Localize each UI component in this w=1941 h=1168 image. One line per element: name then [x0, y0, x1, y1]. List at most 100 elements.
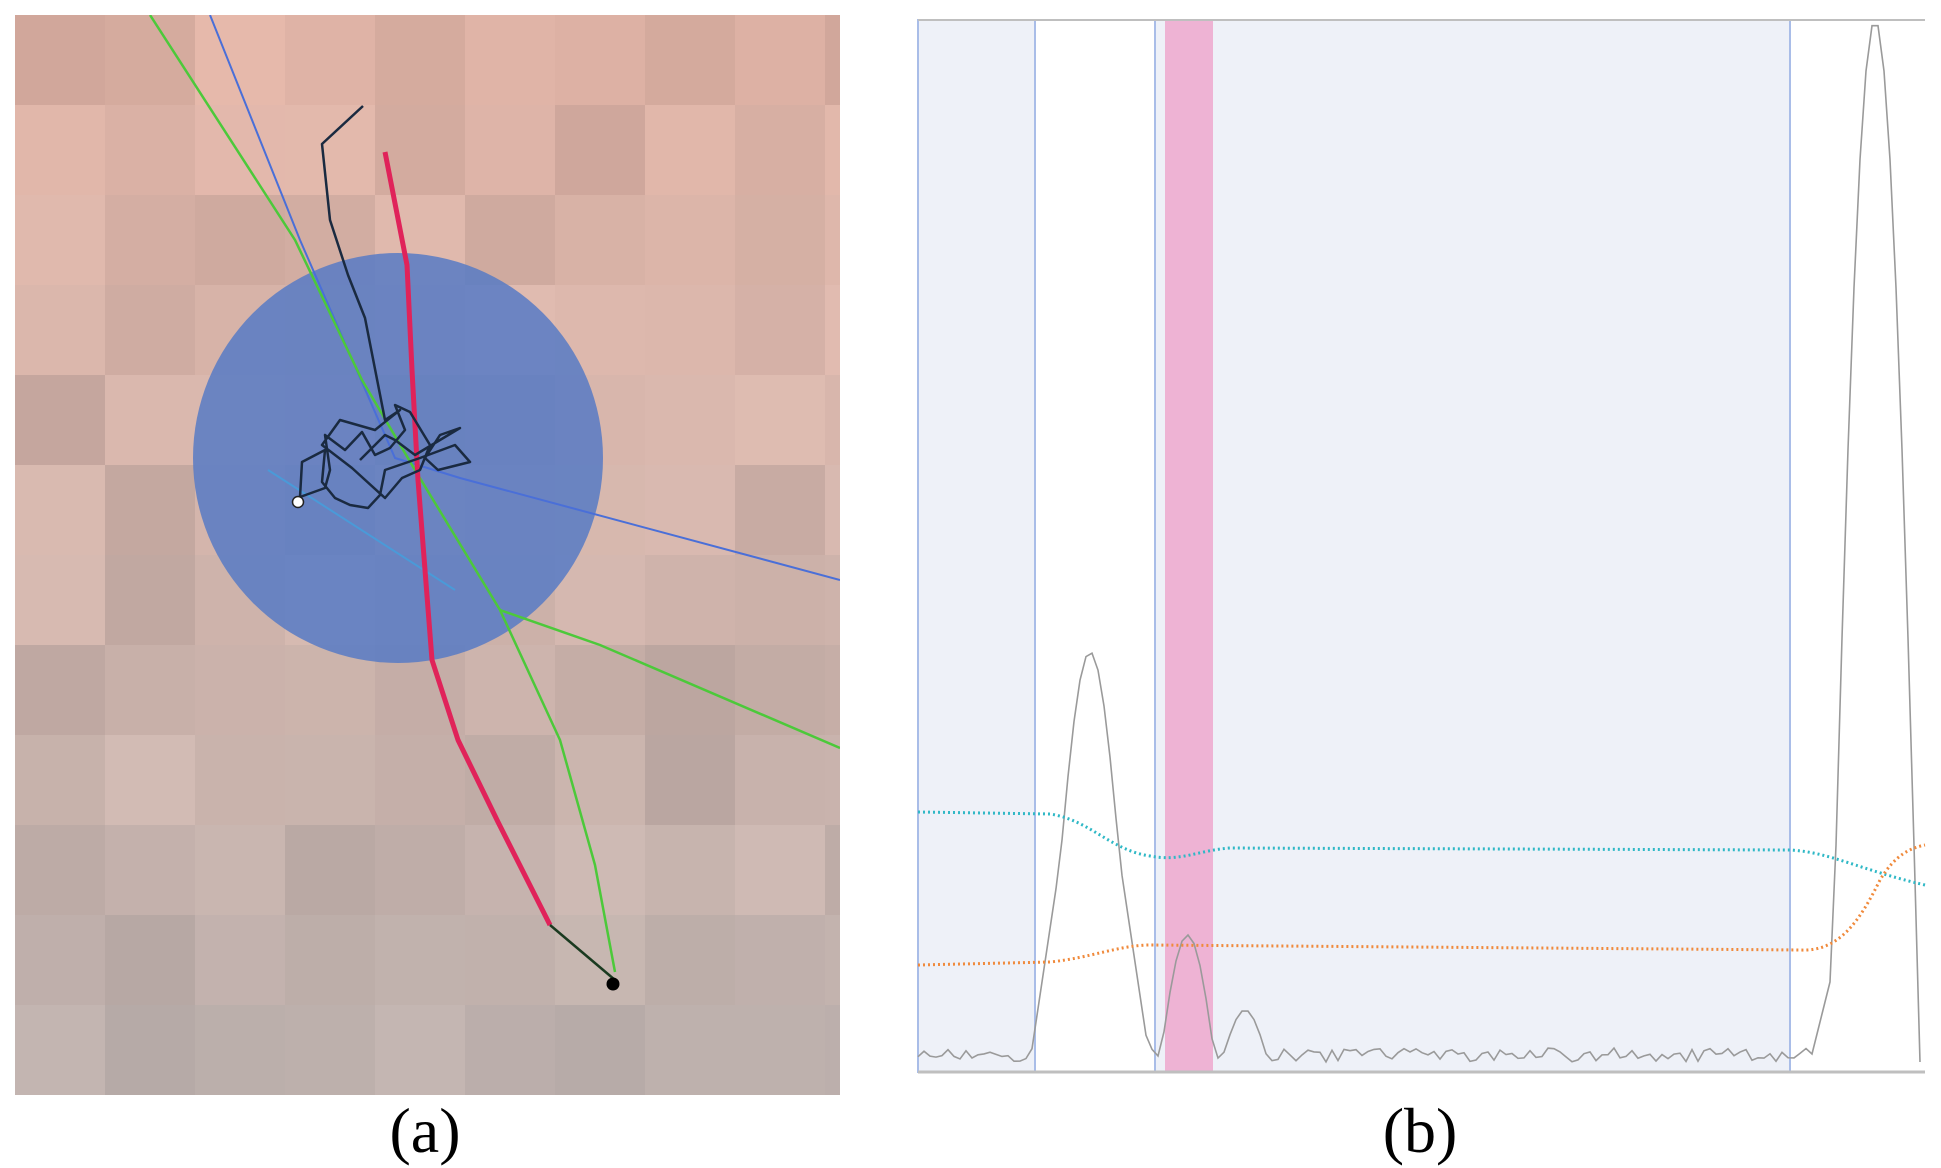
end-point	[606, 977, 620, 991]
background-pixel	[555, 915, 646, 1006]
background-pixel	[15, 915, 106, 1006]
background-pixel	[105, 15, 196, 106]
background-pixel	[105, 555, 196, 646]
caption-b: (b)	[1383, 1095, 1458, 1166]
background-pixel	[15, 825, 106, 916]
background-pixel	[825, 105, 840, 196]
background-pixel	[735, 1005, 826, 1095]
panel-a	[15, 15, 916, 1168]
highlight-band	[1165, 20, 1213, 1072]
caption-a: (a)	[389, 1095, 460, 1166]
background-pixel	[465, 825, 556, 916]
background-pixel	[15, 15, 106, 106]
background-pixel	[645, 735, 736, 826]
background-pixel	[105, 465, 196, 556]
background-pixel	[105, 375, 196, 466]
background-pixel	[15, 285, 106, 376]
background-pixel	[105, 105, 196, 196]
red-track	[382, 151, 553, 927]
background-pixel	[105, 1005, 196, 1095]
shaded-band-main	[1154, 19, 1791, 1073]
background-pixel	[555, 735, 646, 826]
background-pixel	[645, 1005, 736, 1095]
background-pixel	[735, 825, 826, 916]
background-pixel	[15, 735, 106, 826]
background-pixel	[15, 465, 106, 556]
blue-reference-line	[209, 15, 840, 581]
background-pixel	[285, 1005, 376, 1095]
background-pixel	[825, 1095, 916, 1168]
background-pixel	[105, 915, 196, 1006]
series-group	[917, 24, 1926, 1064]
background-pixel	[825, 15, 840, 106]
background-pixel	[735, 735, 826, 826]
background-pixel	[555, 1005, 646, 1095]
background-pixel	[645, 825, 736, 916]
background-pixel	[285, 105, 376, 196]
background-pixel	[825, 465, 840, 556]
background-pixel	[15, 105, 106, 196]
panel-b	[917, 19, 1926, 1074]
background-pixel	[825, 915, 840, 1006]
green-path	[148, 15, 840, 973]
background-pixel	[825, 1005, 840, 1095]
background-pixel	[195, 915, 286, 1006]
background-pixel	[195, 1095, 286, 1168]
background-pixel	[465, 1095, 556, 1168]
cyan-series	[917, 810, 1926, 887]
background-pixel	[555, 195, 646, 286]
background-pixel	[15, 195, 106, 286]
background-pixel	[735, 15, 826, 106]
background-pixel	[645, 15, 736, 106]
background-pixel	[15, 1005, 106, 1095]
background-pixel	[105, 645, 196, 736]
background-pixel	[285, 1095, 376, 1168]
background-pixel	[645, 375, 736, 466]
dark-track	[298, 105, 472, 510]
background-pixel	[825, 825, 840, 916]
background-pixel	[555, 105, 646, 196]
background-pixel	[195, 645, 286, 736]
background-pixel	[645, 645, 736, 736]
gray-trace	[917, 24, 1921, 1064]
background-pixel	[465, 645, 556, 736]
background-pixel	[555, 555, 646, 646]
background-pixel	[825, 735, 840, 826]
background-pixel	[645, 195, 736, 286]
background-pixel	[735, 1095, 826, 1168]
background-pixel	[285, 15, 376, 106]
background-pixel	[375, 825, 466, 916]
start-point	[291, 495, 305, 509]
background-pixel	[195, 195, 286, 286]
background-pixel	[735, 285, 826, 376]
background-pixel	[735, 375, 826, 466]
background-pixel	[465, 915, 556, 1006]
background-pixel	[465, 1005, 556, 1095]
background-pixel	[465, 105, 556, 196]
background-pixel	[645, 915, 736, 1006]
background-pixel	[285, 915, 376, 1006]
orange-series	[917, 843, 1926, 967]
background-pixel	[195, 735, 286, 826]
background-pixel	[825, 195, 840, 286]
background-pixel	[555, 1095, 646, 1168]
background-pixel	[195, 105, 286, 196]
background-pixel	[15, 1095, 106, 1168]
background-pixel	[285, 645, 376, 736]
background-pixel	[195, 1005, 286, 1095]
background-pixel	[15, 555, 106, 646]
background-pixel	[555, 15, 646, 106]
background-pixel	[105, 1095, 196, 1168]
background-pixel	[15, 375, 106, 466]
background-pixel	[285, 825, 376, 916]
background-pixel	[105, 735, 196, 826]
background-pixel	[285, 735, 376, 826]
background-pixel	[375, 1005, 466, 1095]
background-pixel	[555, 645, 646, 736]
background-pixel	[195, 825, 286, 916]
background-pixel	[645, 105, 736, 196]
background-pixel	[825, 645, 840, 736]
background-pixel	[375, 915, 466, 1006]
dark-track-end	[549, 924, 616, 981]
background-pixel	[465, 15, 556, 106]
